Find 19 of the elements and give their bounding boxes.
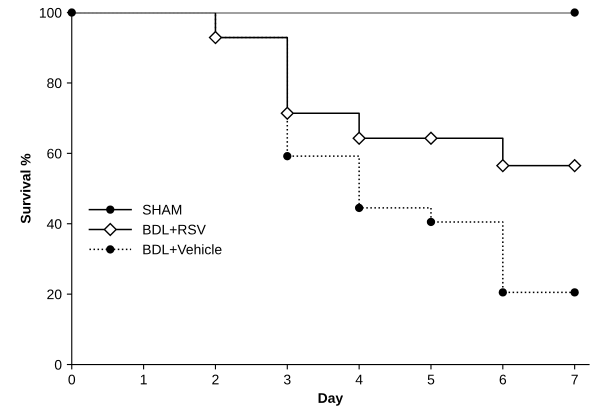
x-tick-label: 4 xyxy=(356,374,363,384)
x-tick-label: 2 xyxy=(212,374,219,384)
y-tick-label: 100 xyxy=(40,8,62,18)
x-tick-label: 1 xyxy=(140,374,147,384)
x-axis-title: Day xyxy=(318,393,344,406)
x-tick-label: 5 xyxy=(428,374,434,384)
legend-label: BDL+Vehicle xyxy=(143,244,222,254)
x-tick-label: 7 xyxy=(572,374,578,384)
y-tick-label: 80 xyxy=(47,78,62,88)
x-tick-label: 6 xyxy=(500,374,506,384)
x-tick-label: 0 xyxy=(68,374,76,384)
legend-label: BDL+RSV xyxy=(143,224,206,235)
y-tick-label: 40 xyxy=(46,219,62,229)
x-tick-label: 3 xyxy=(284,374,291,384)
y-tick-label: 20 xyxy=(47,289,62,300)
y-tick-label: 60 xyxy=(47,148,62,159)
y-axis-title: Survival % xyxy=(20,154,31,224)
legend-label: SHAM xyxy=(142,204,182,215)
y-tick-label: 0 xyxy=(54,360,62,370)
